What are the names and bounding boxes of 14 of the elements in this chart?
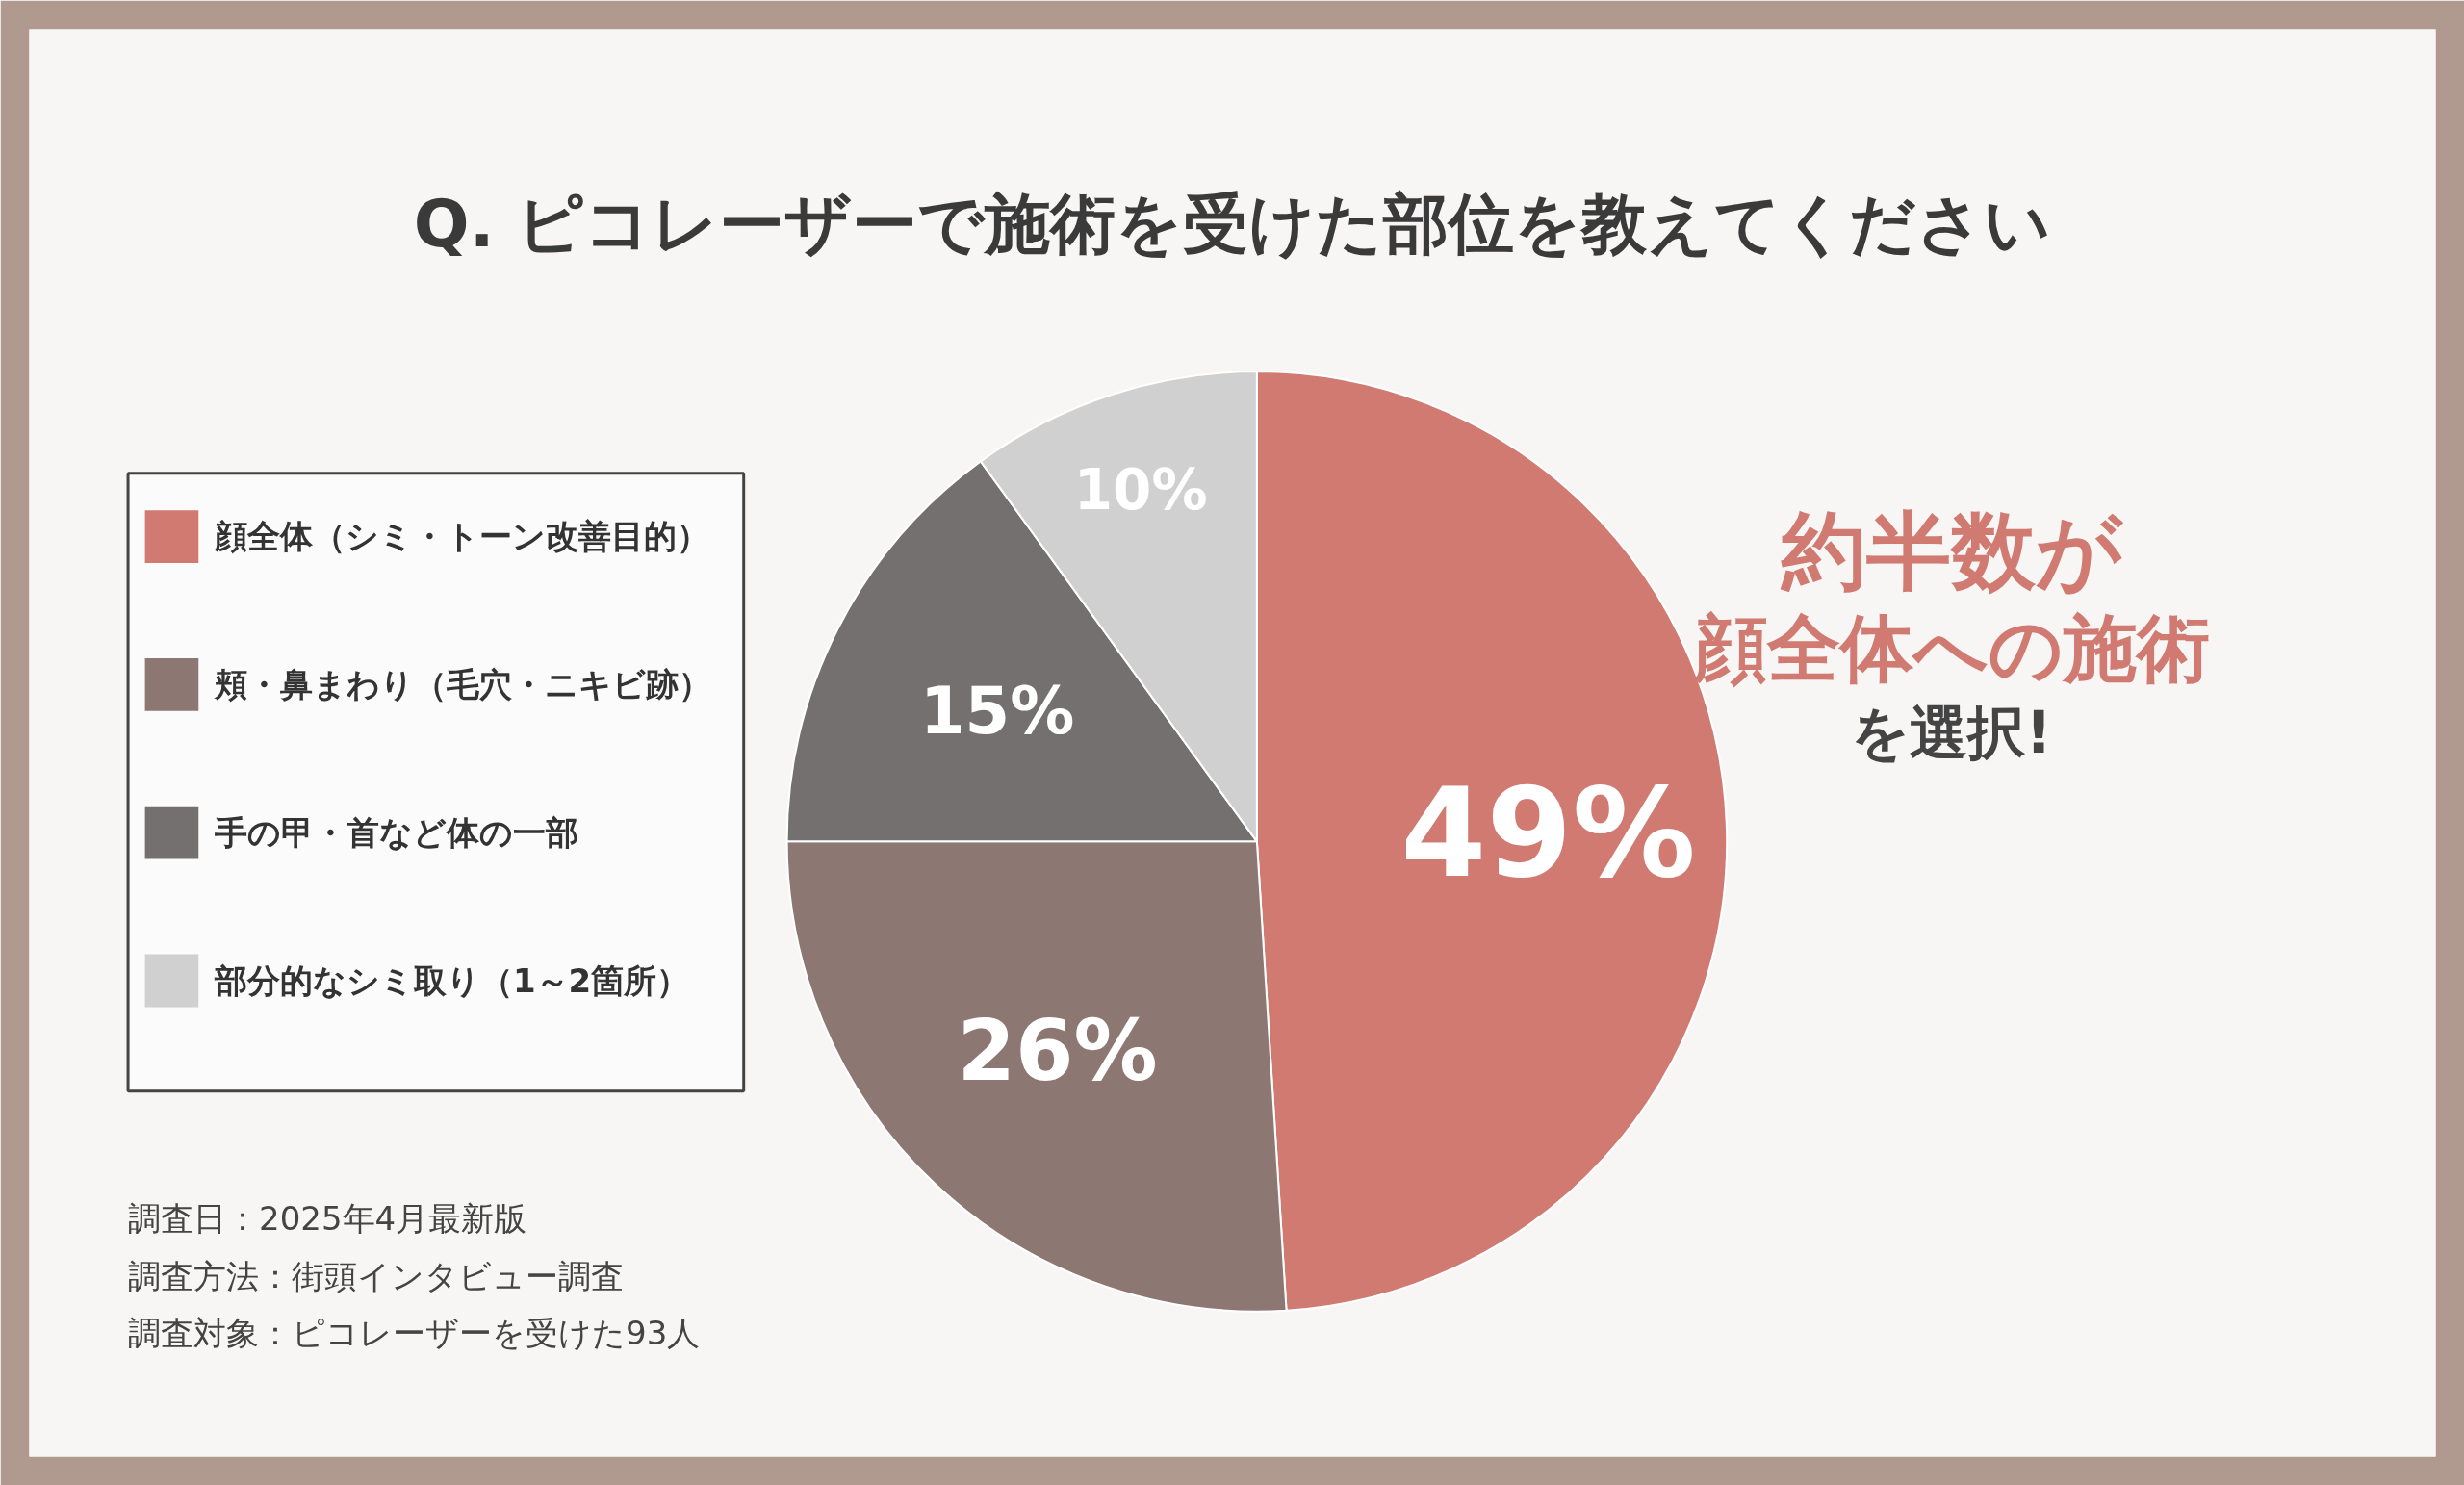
text: 調査日：2025年4月最新版 (128, 1199, 527, 1239)
text: 調査方法：街頭インタビュー調査 (128, 1256, 625, 1295)
legend-label: 頬・鼻まわり（毛穴・ニキビ跡） (213, 664, 711, 704)
data-label: 49% (1400, 760, 1696, 905)
data-label: 26% (957, 1001, 1158, 1100)
text: 約半数が (1779, 500, 2124, 601)
legend-label: 手の甲・首など体の一部 (213, 812, 578, 852)
text: 顔全体への施術 (1691, 605, 2210, 692)
text: 調査対象：ピコレーザーを受けた93人 (128, 1314, 701, 1353)
chart-title: Q. ピコレーザーで施術を受けた部位を教えてください (413, 185, 2052, 262)
legend-label: 顔全体（シミ・トーン改善目的） (213, 517, 709, 556)
data-label: 15% (919, 674, 1075, 750)
text: を選択! (1851, 699, 2052, 767)
legend-label: 部分的なシミ取り（1～2箇所） (213, 960, 690, 1000)
